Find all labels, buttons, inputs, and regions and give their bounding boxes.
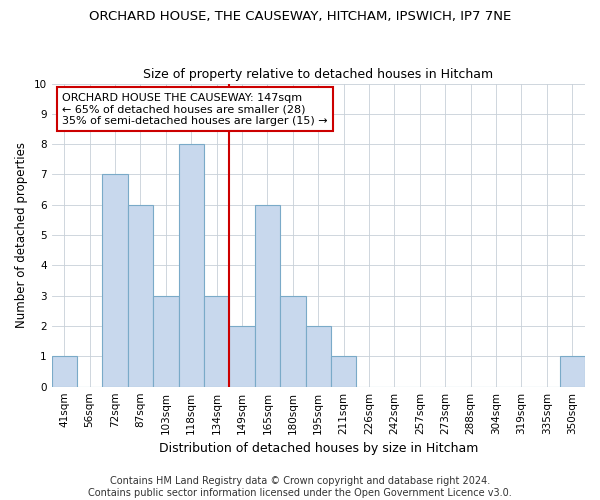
Bar <box>103 174 128 386</box>
Bar <box>331 356 356 386</box>
Text: ORCHARD HOUSE THE CAUSEWAY: 147sqm
← 65% of detached houses are smaller (28)
35%: ORCHARD HOUSE THE CAUSEWAY: 147sqm ← 65%… <box>62 92 328 126</box>
Bar <box>52 356 77 386</box>
Bar <box>153 296 179 386</box>
Title: Size of property relative to detached houses in Hitcham: Size of property relative to detached ho… <box>143 68 493 81</box>
Text: Contains HM Land Registry data © Crown copyright and database right 2024.
Contai: Contains HM Land Registry data © Crown c… <box>88 476 512 498</box>
Text: ORCHARD HOUSE, THE CAUSEWAY, HITCHAM, IPSWICH, IP7 7NE: ORCHARD HOUSE, THE CAUSEWAY, HITCHAM, IP… <box>89 10 511 23</box>
Bar <box>179 144 204 386</box>
Bar <box>204 296 229 386</box>
Bar <box>280 296 305 386</box>
Bar <box>305 326 331 386</box>
Bar <box>255 205 280 386</box>
Y-axis label: Number of detached properties: Number of detached properties <box>15 142 28 328</box>
Bar <box>128 205 153 386</box>
X-axis label: Distribution of detached houses by size in Hitcham: Distribution of detached houses by size … <box>158 442 478 455</box>
Bar <box>229 326 255 386</box>
Bar <box>560 356 585 386</box>
